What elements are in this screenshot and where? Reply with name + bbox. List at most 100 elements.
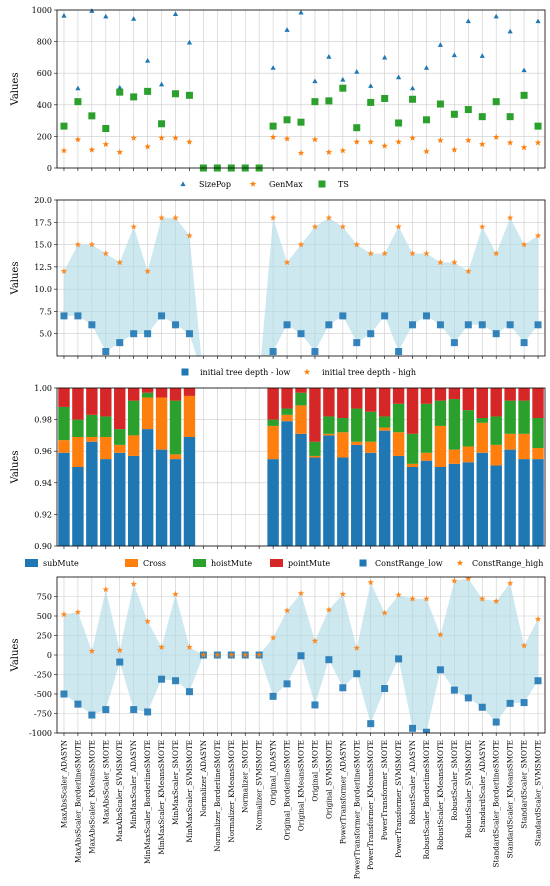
point-ts xyxy=(339,84,347,92)
bar-hoistmute xyxy=(295,392,307,406)
point-high xyxy=(534,232,542,239)
point-ts xyxy=(367,98,375,106)
bar-cross xyxy=(490,444,502,466)
point-high xyxy=(479,223,486,230)
point-high xyxy=(520,642,528,649)
legend-label: GenMax xyxy=(269,180,303,189)
x-category-label: StandardScaler_ADASYN xyxy=(478,740,487,833)
bar-cross xyxy=(72,436,84,467)
bar-submute xyxy=(86,441,98,546)
bar-cross xyxy=(295,405,307,434)
point-genmax xyxy=(60,147,68,154)
point-low xyxy=(311,701,319,709)
point-low xyxy=(478,321,486,329)
point-high xyxy=(186,232,193,239)
point-genmax xyxy=(130,134,137,141)
point-sizepop xyxy=(298,9,304,15)
point-low xyxy=(450,339,458,347)
legend-label: subMute xyxy=(43,559,79,568)
bar-pointmute xyxy=(295,388,307,393)
point-low xyxy=(283,680,291,688)
point-genmax xyxy=(451,146,458,153)
bar-pointmute xyxy=(420,388,433,404)
point-ts xyxy=(158,120,166,128)
bar-cross xyxy=(281,414,293,422)
y-tick-label: 0.98 xyxy=(34,416,52,425)
legend-marker-depth-low xyxy=(181,368,189,376)
point-high xyxy=(423,595,430,602)
x-category-label: MaxAbsScaler_SVMSMOTE xyxy=(115,740,124,842)
point-sizepop xyxy=(521,67,527,73)
bar-submute xyxy=(364,452,377,546)
point-low xyxy=(269,692,277,700)
point-high xyxy=(172,590,179,597)
x-category-label: Original_SMOTE xyxy=(310,740,319,802)
point-low xyxy=(60,312,68,320)
point-low xyxy=(422,312,430,320)
x-category-label: RobustScaler_KMeansSMOTE xyxy=(436,740,445,850)
point-genmax xyxy=(520,144,528,151)
legend-label: SizePop xyxy=(199,180,231,189)
bar-pointmute xyxy=(378,388,391,417)
legend-label: TS xyxy=(338,180,349,189)
point-high xyxy=(130,223,137,230)
point-high xyxy=(269,634,277,641)
x-category-label: MinMaxScaler_ADASYN xyxy=(129,740,138,829)
x-category-labels: MaxAbsScaler_ADASYN MaxAbsScaler_Borderli… xyxy=(59,740,542,879)
y-tick-label: 0.96 xyxy=(34,447,52,456)
point-low xyxy=(116,658,124,666)
point-high xyxy=(60,267,68,275)
point-low xyxy=(102,706,110,714)
point-high xyxy=(158,214,165,221)
y-tick-label: 15.0 xyxy=(34,241,52,250)
point-sizepop xyxy=(326,54,332,59)
point-low xyxy=(339,684,347,692)
point-ts xyxy=(144,87,152,95)
point-genmax xyxy=(283,135,291,142)
point-low xyxy=(88,711,96,719)
bar-cross xyxy=(378,427,391,431)
point-high xyxy=(395,591,402,598)
point-genmax xyxy=(74,136,82,143)
point-low xyxy=(520,339,528,347)
bar-pointmute xyxy=(448,388,461,400)
panel-const-range: -1000 -750 -500 -250 0 250 500 750 Values xyxy=(10,576,546,738)
y-tick-label: -500 xyxy=(34,690,52,699)
point-genmax xyxy=(339,147,347,154)
point-high xyxy=(228,651,235,658)
x-category-label: PowerTransformer_ADASYN xyxy=(338,740,347,844)
point-high xyxy=(214,651,221,658)
y-tick-label: 500 xyxy=(37,612,52,621)
bar-pointmute xyxy=(406,388,419,434)
point-high xyxy=(325,606,333,613)
point-low xyxy=(172,677,180,685)
point-high xyxy=(479,595,486,602)
point-genmax xyxy=(367,138,374,145)
point-high xyxy=(158,643,165,650)
point-high xyxy=(241,651,249,658)
point-genmax xyxy=(465,136,472,144)
point-genmax xyxy=(116,148,123,155)
bar-submute xyxy=(392,455,405,546)
bar-cross xyxy=(532,448,544,460)
point-sizepop xyxy=(409,85,416,91)
point-genmax xyxy=(269,133,277,140)
bar-hoistmute xyxy=(406,433,419,464)
point-sizepop xyxy=(270,65,276,70)
point-low xyxy=(158,675,166,683)
point-high xyxy=(283,259,291,266)
x-category-label: Original_ADASYN xyxy=(269,740,278,805)
x-category-label: PowerTransformer_KMeansSMOTE xyxy=(366,740,375,870)
point-ts xyxy=(520,91,528,99)
bar-hoistmute xyxy=(476,418,488,423)
bar-hoistmute xyxy=(169,400,182,455)
bar-pointmute xyxy=(462,388,475,411)
legend-swatch xyxy=(193,559,206,567)
bar-hoistmute xyxy=(337,418,349,433)
bar-hoistmute xyxy=(462,410,475,447)
point-high xyxy=(437,259,444,266)
point-low xyxy=(464,321,472,329)
point-ts xyxy=(409,95,417,103)
y-tick-label: 750 xyxy=(37,593,52,602)
point-low xyxy=(283,321,291,329)
